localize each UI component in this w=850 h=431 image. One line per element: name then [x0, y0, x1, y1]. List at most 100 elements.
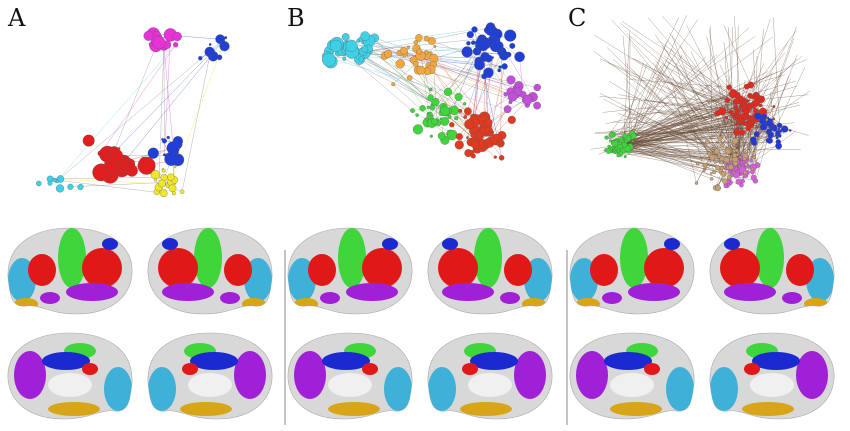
network-node	[712, 170, 717, 174]
network-node	[427, 94, 434, 101]
network-node	[734, 107, 740, 114]
network-node	[720, 166, 725, 171]
brain-region-visual	[148, 367, 176, 411]
network-node	[125, 164, 138, 177]
network-node	[738, 173, 742, 176]
network-node	[433, 44, 437, 48]
network-node	[413, 40, 418, 45]
brain-region-dorsal-attention	[470, 352, 518, 370]
network-edge	[56, 37, 226, 182]
network-node	[475, 132, 484, 141]
network-node	[702, 169, 706, 172]
network-edge	[621, 141, 755, 158]
network-edge	[629, 36, 773, 147]
network-edge	[623, 30, 630, 150]
brain-region-frontoparietal	[158, 248, 198, 288]
network-node	[775, 136, 779, 140]
network-node	[729, 157, 734, 162]
network-node	[471, 26, 478, 33]
brain-region-somatomotor	[620, 228, 648, 288]
brain-region-somatomotor	[194, 228, 222, 288]
network-node	[454, 92, 463, 101]
network-edge	[54, 179, 164, 194]
network-edge	[489, 66, 505, 133]
network-node	[172, 31, 182, 42]
network-node	[493, 41, 503, 51]
network-node	[425, 117, 429, 121]
network-node	[752, 107, 756, 110]
network-node	[765, 120, 772, 127]
brain-region-limbic	[294, 298, 318, 310]
network-node	[429, 134, 433, 138]
network-edge	[488, 108, 508, 123]
network-node	[341, 33, 350, 41]
network-node	[752, 98, 760, 107]
network-node	[464, 119, 475, 130]
network-node	[466, 31, 474, 39]
brain-region-frontoparietal	[786, 254, 814, 286]
network-node	[431, 98, 440, 107]
brain-region-limbic	[610, 402, 662, 416]
network-node	[47, 180, 53, 186]
brain-region-dorsal-attention	[604, 352, 652, 370]
network-node	[613, 148, 617, 152]
network-node	[616, 153, 621, 158]
network-node	[484, 118, 493, 127]
network-node	[471, 140, 480, 149]
brain-region-default	[602, 292, 622, 304]
network-node	[742, 156, 747, 161]
brain-region-medial-wall	[468, 373, 512, 397]
network-node	[485, 23, 495, 33]
network-node	[204, 46, 215, 58]
network-node	[463, 115, 468, 119]
network-node	[173, 165, 177, 169]
network-edge	[624, 83, 723, 144]
network-node	[208, 43, 212, 46]
network-node	[533, 101, 541, 110]
network-node	[477, 138, 480, 142]
network-node	[77, 183, 84, 191]
brain-region-frontoparietal	[644, 363, 660, 375]
network-node	[788, 129, 792, 132]
brain-lateral-right-a	[147, 227, 273, 315]
network-node	[512, 85, 517, 90]
network-node	[358, 56, 364, 62]
network-node	[694, 181, 699, 185]
network-edge	[350, 48, 487, 127]
network-node	[483, 142, 488, 147]
network-node	[55, 184, 65, 193]
network-edge	[750, 74, 786, 86]
network-node	[732, 152, 738, 158]
network-edge	[430, 53, 485, 118]
network-node	[167, 173, 175, 181]
network-node	[470, 132, 477, 139]
network-node	[740, 104, 747, 111]
network-node	[503, 105, 512, 114]
network-node	[455, 133, 463, 141]
network-node	[772, 117, 775, 121]
brain-region-visual	[384, 367, 412, 411]
brain-region-frontoparietal	[644, 248, 684, 288]
network-edge	[696, 136, 722, 184]
network-node	[608, 132, 615, 138]
network-node	[767, 132, 774, 138]
brain-region-frontoparietal	[720, 248, 760, 288]
network-node	[469, 150, 475, 155]
brain-region-limbic	[242, 298, 266, 310]
network-node	[724, 115, 728, 120]
network-node	[440, 105, 450, 116]
brain-lateral-left-a	[7, 227, 133, 315]
network-node	[466, 41, 471, 46]
brain-medial-right-a	[147, 332, 273, 420]
network-edge	[629, 106, 750, 115]
network-node	[506, 75, 516, 85]
network-node	[696, 162, 700, 166]
network-node	[485, 126, 493, 134]
brain-medial-right-c	[709, 332, 835, 420]
network-node	[743, 121, 748, 127]
network-edge	[595, 124, 768, 133]
network-node	[360, 31, 370, 41]
network-node	[412, 124, 424, 135]
network-node	[498, 155, 505, 161]
brain-region-default	[320, 292, 340, 304]
